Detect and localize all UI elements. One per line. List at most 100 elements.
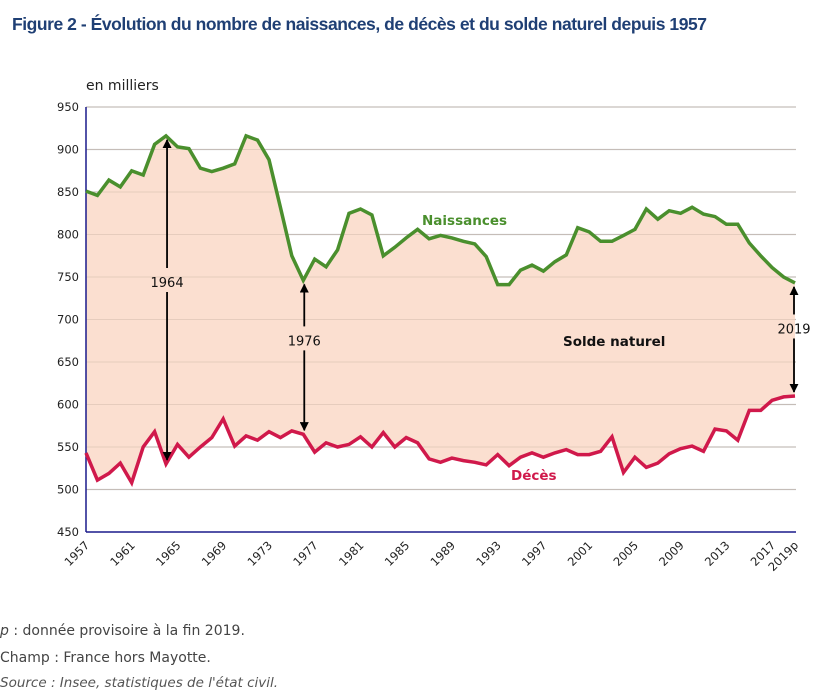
annotation-label: 1964: [151, 276, 184, 291]
data-point-naissances: [645, 208, 648, 211]
data-point-deces: [782, 395, 785, 398]
y-tick-label: 550: [57, 440, 79, 454]
data-point-deces: [519, 456, 522, 459]
data-point-deces: [416, 441, 419, 444]
data-point-naissances: [530, 264, 533, 267]
data-point-deces: [679, 447, 682, 450]
x-tick-label: 1973: [244, 538, 275, 569]
solde-naturel-area: [86, 135, 795, 483]
data-point-naissances: [359, 208, 362, 211]
x-tick-label: 1977: [290, 538, 321, 569]
annotation-label: 1976: [288, 334, 321, 349]
annotation-1976: 1976: [288, 283, 321, 432]
footnote-p-symbol: p: [0, 623, 9, 639]
data-point-deces: [553, 451, 556, 454]
data-point-naissances: [233, 162, 236, 165]
data-point-deces: [736, 439, 739, 442]
data-point-naissances: [599, 240, 602, 243]
x-tick-label: 1997: [519, 538, 550, 569]
data-point-naissances: [439, 234, 442, 237]
y-tick-label: 800: [57, 228, 79, 242]
data-point-naissances: [485, 255, 488, 258]
data-point-naissances: [679, 212, 682, 215]
data-point-naissances: [759, 254, 762, 257]
data-point-naissances: [325, 265, 328, 268]
data-point-naissances: [107, 179, 110, 182]
x-tick-label: 2001: [565, 538, 596, 569]
footnote-source: Source : Insee, statistiques de l'état c…: [0, 675, 279, 691]
data-point-naissances: [553, 260, 556, 263]
data-point-deces: [382, 431, 385, 434]
data-point-deces: [713, 428, 716, 431]
data-point-naissances: [748, 242, 751, 245]
data-point-deces: [462, 459, 465, 462]
data-point-deces: [325, 441, 328, 444]
data-point-naissances: [142, 174, 145, 177]
area-label-solde-naturel: Solde naturel: [563, 334, 665, 350]
data-point-deces: [450, 457, 453, 460]
data-point-naissances: [565, 253, 568, 256]
footnote-champ: Champ : France hors Mayotte.: [0, 650, 211, 666]
data-point-naissances: [267, 158, 270, 161]
data-point-deces: [256, 439, 259, 442]
data-point-deces: [165, 463, 168, 466]
data-point-deces: [359, 435, 362, 438]
data-point-naissances: [256, 139, 259, 142]
data-point-deces: [633, 456, 636, 459]
data-point-deces: [565, 448, 568, 451]
y-tick-label: 600: [57, 398, 79, 412]
series-line-deces: [84, 394, 796, 487]
x-tick-label: 2009: [656, 538, 687, 569]
x-tick-label: 1969: [199, 538, 230, 569]
data-point-naissances: [576, 226, 579, 229]
x-tick-label: 1957: [62, 538, 93, 569]
data-point-deces: [199, 446, 202, 449]
data-point-deces: [290, 429, 293, 432]
data-point-naissances: [588, 230, 591, 233]
data-point-deces: [622, 471, 625, 474]
x-tick-label: 2013: [702, 538, 733, 569]
data-point-naissances: [393, 246, 396, 249]
annotation-1964: 1964: [151, 138, 184, 461]
data-point-deces: [759, 409, 762, 412]
data-point-naissances: [725, 223, 728, 226]
chart-title: Figure 2 - Évolution du nombre de naissa…: [12, 14, 707, 34]
data-point-naissances: [290, 254, 293, 257]
data-point-naissances: [245, 134, 248, 137]
data-point-naissances: [210, 170, 213, 173]
legend-label-naissances: Naissances: [422, 213, 507, 229]
data-point-naissances: [222, 167, 225, 170]
data-point-deces: [599, 450, 602, 453]
data-point-naissances: [450, 236, 453, 239]
x-tick-label: 1965: [153, 538, 184, 569]
data-point-deces: [130, 481, 133, 484]
data-point-deces: [119, 462, 122, 465]
data-point-deces: [473, 461, 476, 464]
y-tick-label: 700: [57, 313, 79, 327]
x-tick-label: 1985: [382, 538, 413, 569]
data-point-deces: [348, 443, 351, 446]
data-point-naissances: [187, 147, 190, 150]
data-point-deces: [691, 445, 694, 448]
data-point-deces: [439, 461, 442, 464]
data-point-naissances: [736, 223, 739, 226]
data-point-deces: [279, 436, 282, 439]
data-point-naissances: [405, 236, 408, 239]
data-point-naissances: [519, 269, 522, 272]
data-point-naissances: [416, 228, 419, 231]
y-axis-ticks: 450 500 550 600 650 700 750 800 850 900 950: [57, 100, 79, 539]
data-point-naissances: [199, 167, 202, 170]
data-point-deces: [267, 430, 270, 433]
data-point-naissances: [130, 169, 133, 172]
data-point-deces: [428, 457, 431, 460]
x-tick-label: 1993: [473, 538, 504, 569]
data-point-naissances: [165, 134, 168, 137]
y-tick-label: 850: [57, 185, 79, 199]
data-point-naissances: [313, 258, 316, 261]
data-point-naissances: [691, 206, 694, 209]
data-point-naissances: [771, 266, 774, 269]
x-tick-label: 1961: [107, 538, 138, 569]
data-point-naissances: [348, 212, 351, 215]
data-point-deces: [187, 456, 190, 459]
data-point-naissances: [508, 283, 511, 286]
